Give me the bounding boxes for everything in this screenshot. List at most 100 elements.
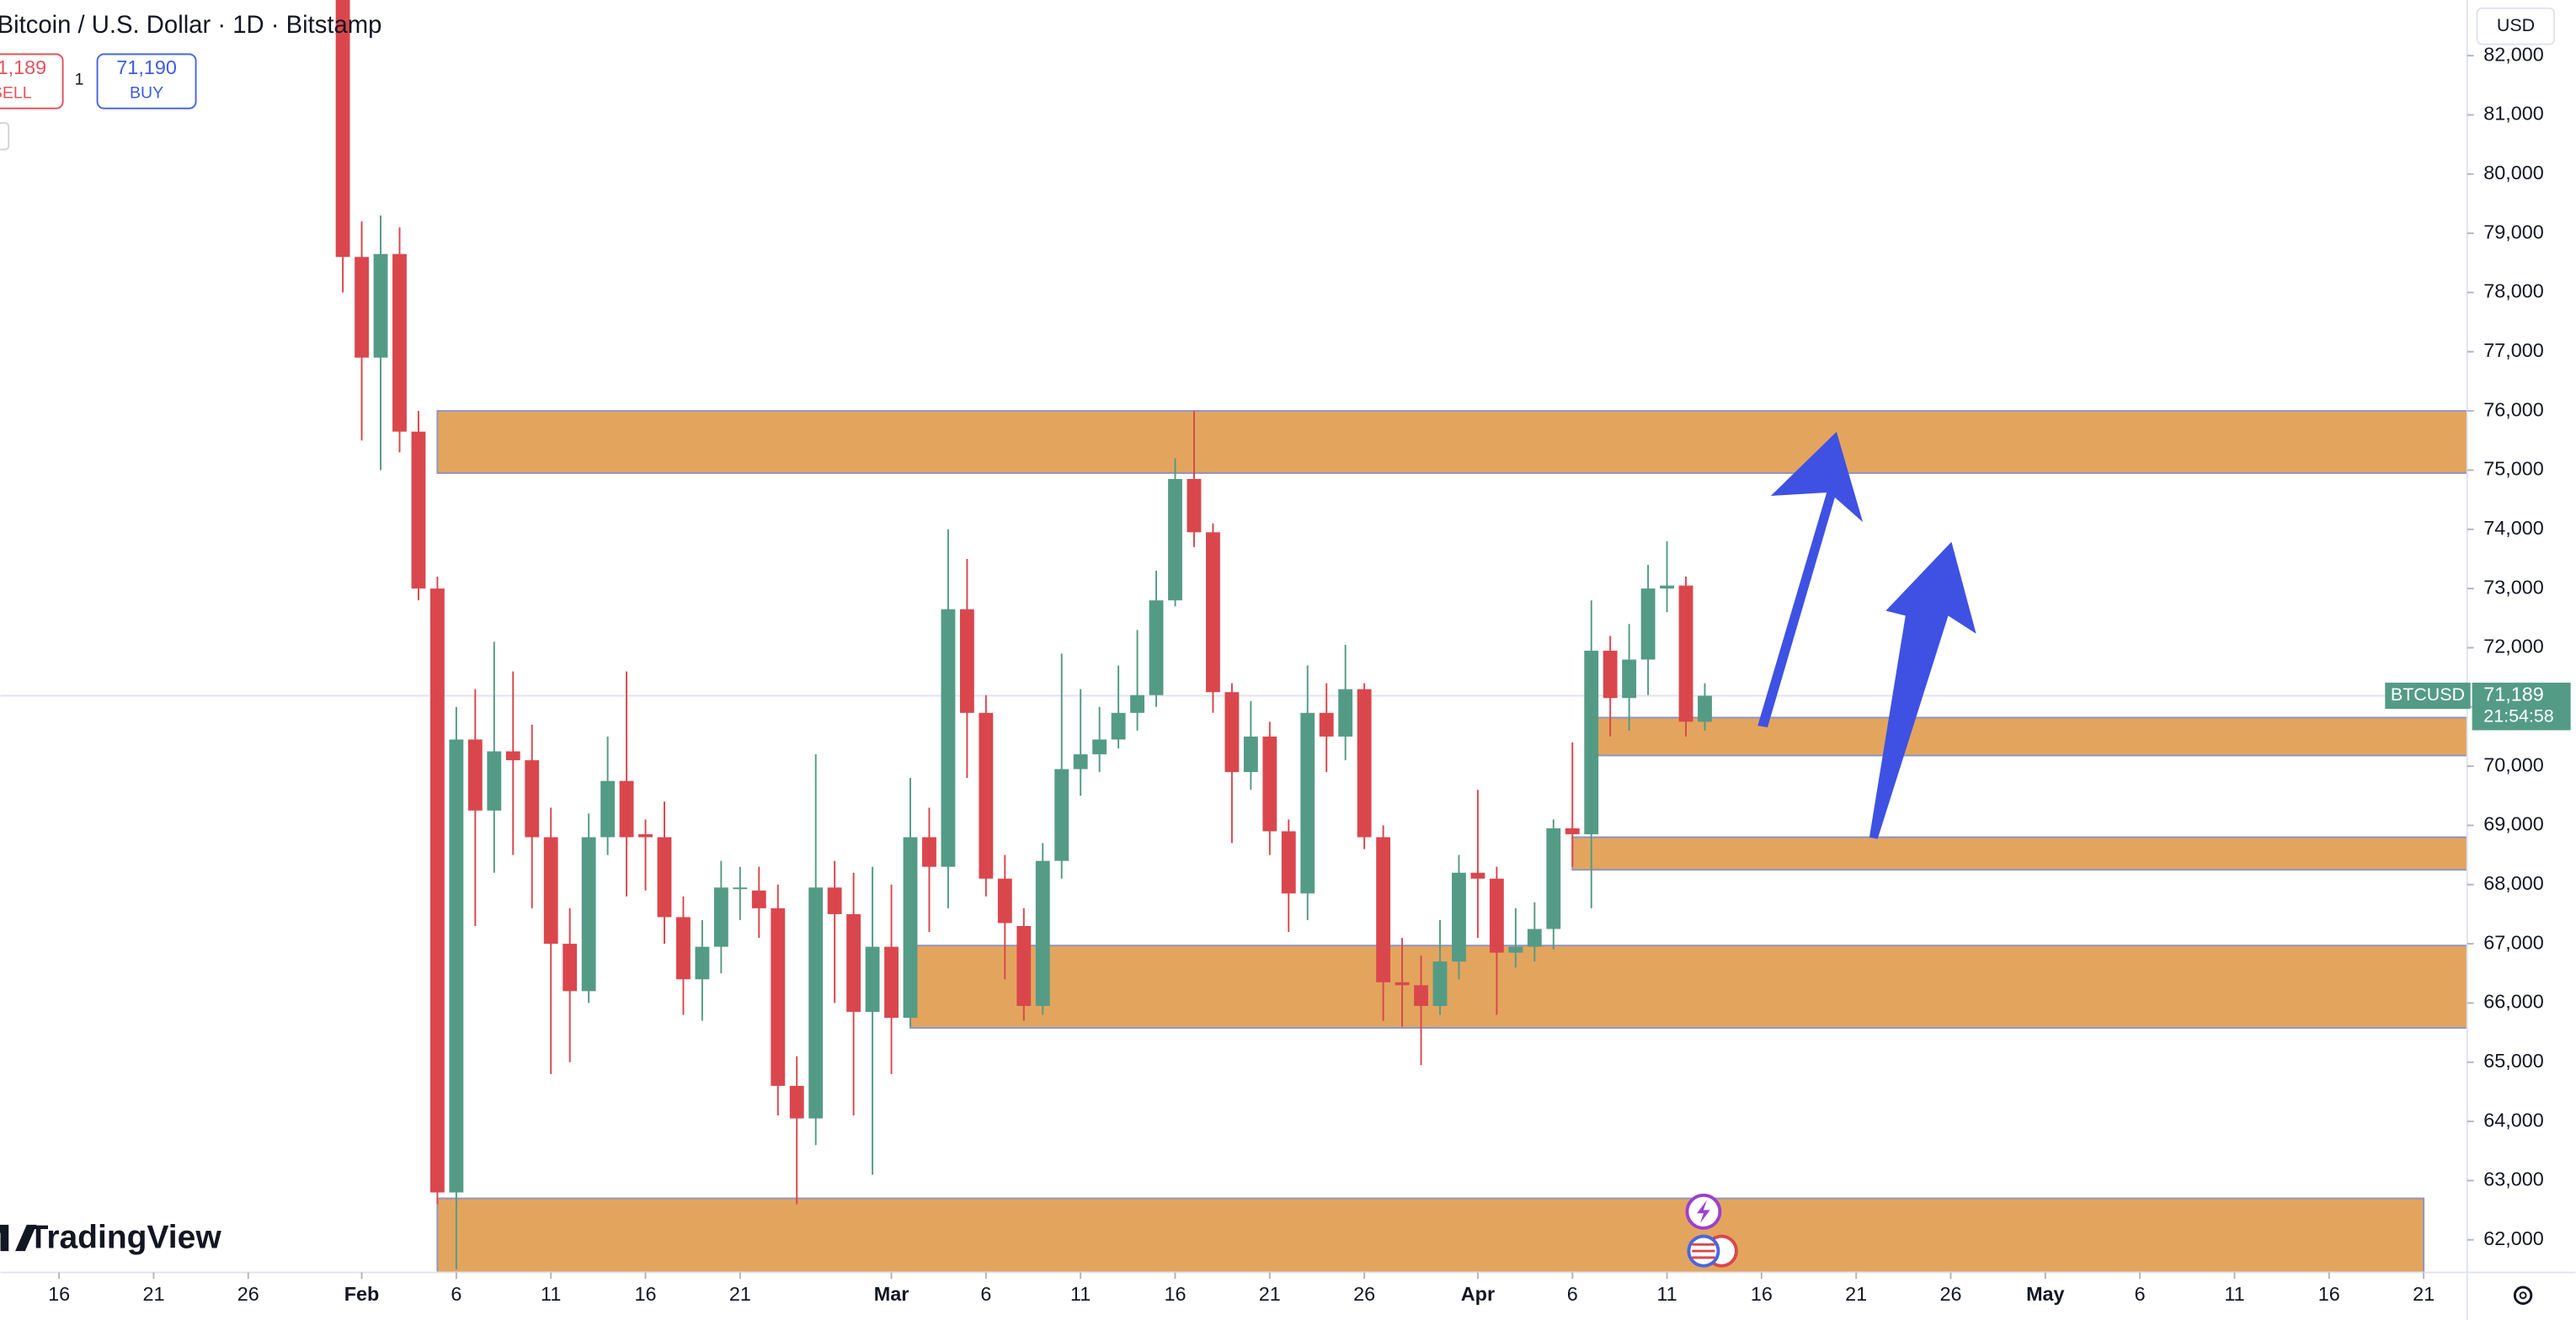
candle-body [733, 887, 748, 890]
candle-body [997, 878, 1012, 923]
event-icon-glyph [1692, 1243, 1715, 1259]
buy-price: 71,190 [116, 56, 177, 78]
candle-body [600, 780, 616, 838]
candle-body [789, 1085, 804, 1119]
plot [0, 0, 2467, 1269]
zone [436, 410, 2467, 474]
candle-body [1508, 946, 1523, 953]
y-tick-label: 75,000 [2483, 458, 2544, 480]
candle-body [467, 739, 483, 811]
x-tick-label: 6 [1567, 1283, 1578, 1305]
candle-body [676, 917, 691, 980]
candle-body [1300, 712, 1315, 894]
sell-label: SELL [0, 83, 32, 102]
y-tick-label: 79,000 [2483, 221, 2544, 242]
x-tick-label: 16 [1164, 1283, 1186, 1305]
candle-body [1168, 478, 1182, 601]
brand: TradingView [29, 1220, 222, 1256]
candle-body [487, 751, 502, 811]
candle-body [884, 946, 899, 1019]
x-tick-label: 6 [451, 1283, 461, 1305]
zone [909, 945, 2467, 1029]
symbol-title: Bitcoin / U.S. Dollar · 1D · Bitstamp [0, 12, 381, 39]
candle-body [619, 780, 634, 838]
candle-body [1357, 689, 1372, 838]
candle-body [1622, 659, 1637, 699]
candle-body [959, 609, 974, 713]
candle-body [808, 887, 824, 1119]
sell-price: 71,189 [0, 56, 46, 78]
price-tag-symbol: BTCUSD [2391, 684, 2465, 705]
logo-icon [0, 1224, 37, 1252]
candle-body [392, 253, 407, 432]
price-tag-bg [2472, 682, 2571, 731]
x-tick-label: May [2026, 1283, 2065, 1305]
arrow [1869, 541, 1976, 839]
y-tick-label: 62,000 [2483, 1227, 2544, 1249]
price-tag-countdown: 21:54:58 [2483, 706, 2553, 727]
zones [436, 410, 2467, 1273]
candle-body [543, 837, 558, 945]
y-tick-label: 81,000 [2483, 103, 2544, 125]
candle-body [1130, 695, 1145, 713]
candle-body [1527, 929, 1542, 947]
candle-body [373, 253, 388, 358]
candle-body [1262, 736, 1277, 832]
y-tick-label: 70,000 [2483, 753, 2544, 775]
buy-button[interactable] [96, 53, 197, 109]
candle-body [1338, 689, 1353, 737]
candle-body [1584, 650, 1599, 834]
candle-body [411, 431, 426, 589]
candle-body [827, 887, 842, 914]
candle-body [1281, 831, 1296, 894]
candle-body [1243, 736, 1258, 773]
x-tick-label: 16 [635, 1283, 657, 1305]
candle-body [922, 837, 936, 867]
candle-body [941, 609, 956, 867]
candle-body [846, 913, 861, 1012]
candle-body [1016, 925, 1032, 1006]
y-tick-label: 74,000 [2483, 517, 2544, 539]
buy-label: BUY [130, 83, 163, 102]
settings-icon [2519, 1291, 2527, 1300]
x-tick-label: 11 [1656, 1283, 1677, 1305]
candle-body [1698, 695, 1712, 722]
candle-body [1092, 739, 1107, 755]
collapse-button[interactable] [0, 122, 10, 151]
zone [1590, 716, 2467, 757]
x-tick-label: 11 [1070, 1283, 1091, 1305]
candle-body [1565, 828, 1580, 834]
x-tick-label: 16 [2318, 1283, 2340, 1305]
y-tick-label: 68,000 [2483, 872, 2544, 894]
zone [1571, 836, 2467, 871]
arrow [1757, 431, 1864, 727]
x-tick-label: 21 [1845, 1283, 1867, 1305]
candle-body [657, 837, 672, 918]
x-tick-label: 21 [142, 1283, 164, 1305]
candle-body [1111, 712, 1126, 740]
candle-body [1035, 860, 1050, 1006]
candle-body [1546, 828, 1561, 929]
candle-body [335, 0, 350, 258]
zone [436, 1197, 2425, 1273]
y-tick-label: 82,000 [2483, 43, 2544, 65]
candle-body [1489, 878, 1504, 953]
settings-button[interactable] [2513, 1285, 2533, 1305]
x-tick-label: 11 [541, 1283, 561, 1305]
candle-body [751, 890, 766, 908]
y-tick-label: 66,000 [2483, 991, 2544, 1013]
candle-body [1319, 712, 1334, 737]
candle-body [355, 257, 369, 358]
y-tick-label: 63,000 [2483, 1168, 2544, 1190]
x-tick-label: 26 [1940, 1283, 1962, 1305]
sell-button[interactable] [0, 53, 64, 109]
candle-body [1432, 961, 1448, 1006]
spread: 1 [75, 71, 84, 89]
candle-body [638, 833, 653, 838]
currency-button[interactable] [2476, 7, 2556, 45]
x-tick-label: 26 [237, 1283, 259, 1305]
y-tick-label: 77,000 [2483, 339, 2544, 361]
candle-body [505, 751, 520, 761]
x-tick-label: 6 [2135, 1283, 2146, 1305]
